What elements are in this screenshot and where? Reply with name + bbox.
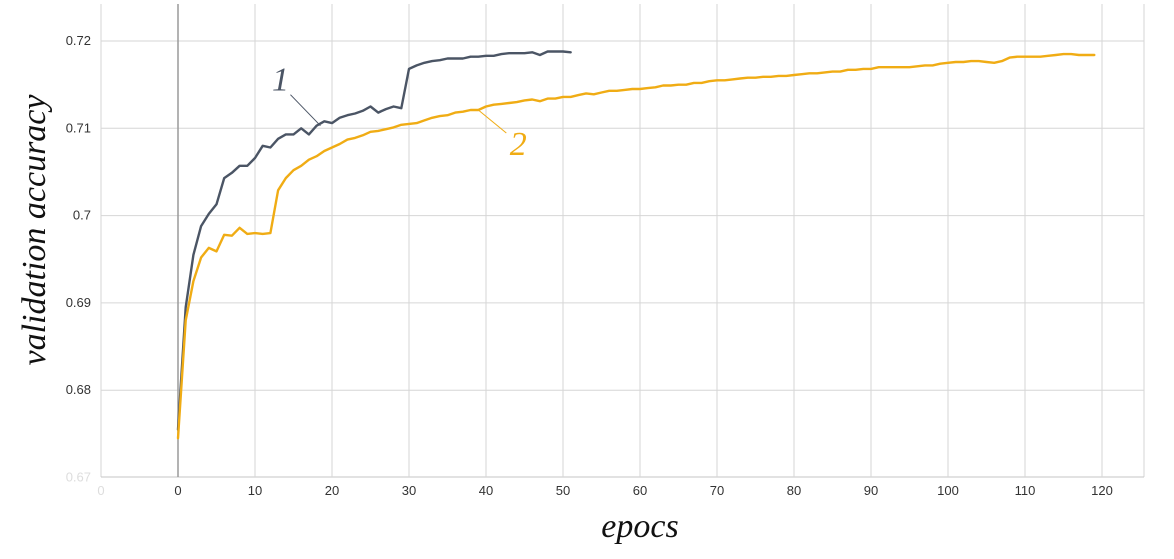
series-layer: [176, 50, 1096, 440]
x-tick-label: 60: [633, 483, 647, 498]
x-tick-label: 40: [479, 483, 493, 498]
y-tick-label: 0.68: [66, 382, 91, 397]
x-tick-label: 110: [1015, 483, 1036, 498]
annotation-leader-2: [477, 109, 507, 134]
grid-layer: [100, 4, 1145, 478]
series-label-1: 1: [272, 62, 289, 99]
series-line-2: [176, 52, 1096, 440]
x-axis-title: epocs: [601, 508, 678, 545]
y-tick-label: 0.67: [66, 470, 91, 485]
annotation-layer: 12: [272, 62, 527, 163]
x-tick-label: 20: [325, 483, 339, 498]
x-tick-label: 0: [97, 483, 104, 498]
x-tick-label: 120: [1091, 483, 1113, 498]
y-tick-label: 0.69: [66, 295, 91, 310]
y-tick-label: 0.7: [73, 208, 91, 223]
axis-layer: 0.67 0.68 0.69 0.7 0.71 0.72 0 0 10 20 30 40 50 60 70 8…: [66, 33, 1113, 498]
y-axis-title: validation accuracy: [16, 94, 53, 366]
x-tick-label: 30: [402, 483, 416, 498]
x-tick-label: 80: [787, 483, 801, 498]
series-label-2: 2: [510, 126, 527, 163]
x-tick-label: 100: [937, 483, 959, 498]
x-tick-label: 70: [710, 483, 724, 498]
annotation-leader-1: [290, 94, 321, 127]
x-tick-label: 0: [174, 483, 181, 498]
y-tick-label: 0.72: [66, 33, 91, 48]
x-tick-label: 90: [864, 483, 878, 498]
y-tick-label: 0.71: [66, 120, 91, 135]
series-line-1: [176, 50, 572, 431]
x-tick-label: 50: [556, 483, 570, 498]
x-tick-label: 10: [248, 483, 262, 498]
